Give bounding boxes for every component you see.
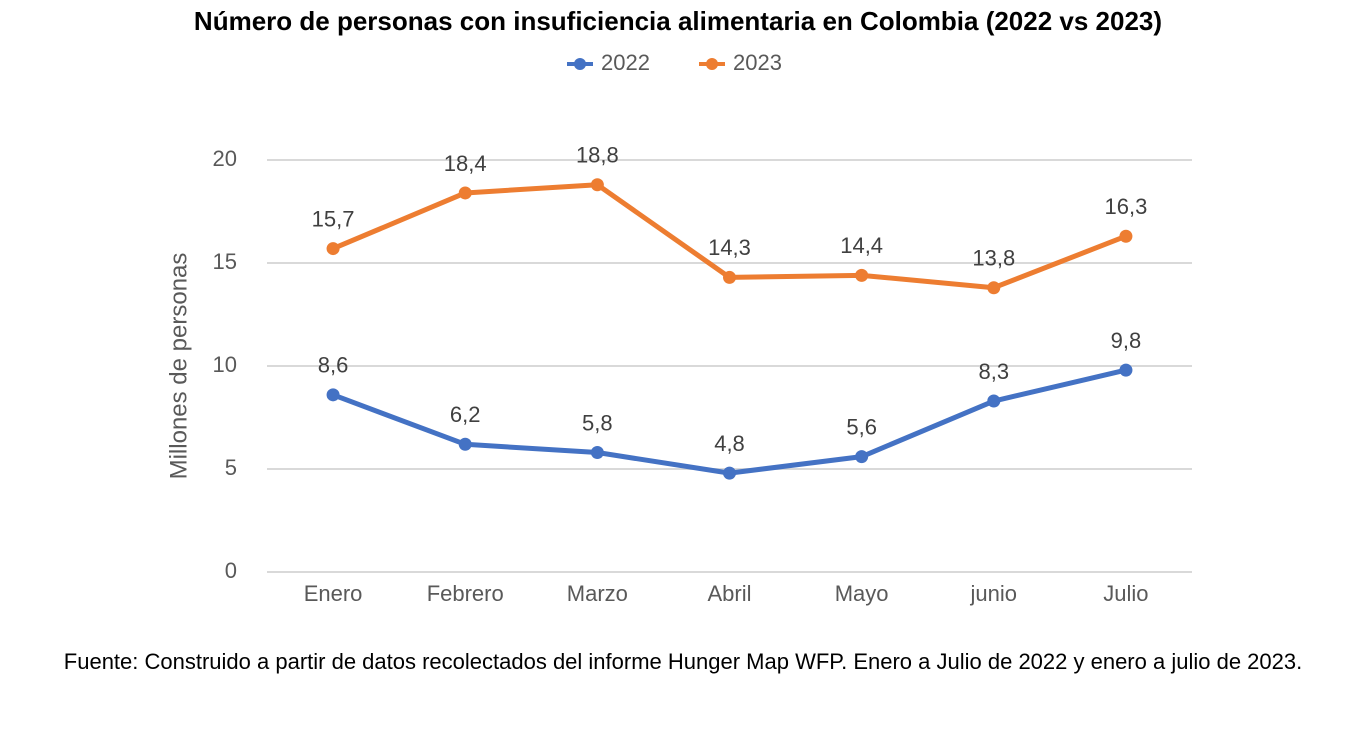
source-note: Fuente: Construido a partir de datos rec… [63, 649, 1303, 674]
point [855, 268, 869, 282]
y-axis-label: Millones de personas [165, 253, 192, 480]
legend-marker [706, 58, 718, 70]
point [590, 446, 604, 460]
point [987, 394, 1001, 408]
point [987, 281, 1001, 295]
chart-title: Número de personas con insuficiencia ali… [194, 6, 1162, 36]
data-label: 6,2 [450, 402, 481, 427]
point [458, 437, 472, 451]
legend-marker [574, 58, 586, 70]
data-label: 8,6 [318, 353, 349, 378]
data-label: 5,6 [846, 414, 877, 439]
data-label: 13,8 [972, 246, 1015, 271]
point [723, 466, 736, 480]
data-label: 5,8 [582, 410, 613, 435]
data-label: 16,3 [1105, 194, 1148, 219]
y-tick-label: 15 [213, 249, 237, 274]
data-label: 18,4 [444, 151, 487, 176]
x-tick-label: Julio [1103, 581, 1148, 606]
point [458, 186, 472, 200]
y-tick-label: 10 [213, 352, 237, 377]
data-label: 14,3 [708, 235, 751, 260]
point [1119, 363, 1133, 377]
x-tick-label: Abril [707, 581, 751, 606]
point [723, 270, 736, 284]
data-label: 8,3 [978, 359, 1009, 384]
x-tick-label: Marzo [567, 581, 628, 606]
point [590, 178, 604, 192]
x-tick-label: Enero [304, 581, 363, 606]
legend-label: 2023 [733, 50, 782, 75]
point [855, 450, 869, 464]
data-label: 18,8 [576, 143, 619, 168]
x-tick-label: junio [970, 581, 1017, 606]
point [1119, 229, 1133, 243]
y-tick-label: 20 [213, 146, 237, 171]
legend-label: 2022 [601, 50, 650, 75]
data-label: 4,8 [714, 431, 745, 456]
data-label: 9,8 [1111, 328, 1142, 353]
y-tick-label: 5 [225, 455, 237, 480]
x-tick-label: Febrero [427, 581, 504, 606]
y-tick-label: 0 [225, 558, 237, 583]
data-label: 14,4 [840, 233, 883, 258]
x-tick-label: Mayo [835, 581, 889, 606]
point [326, 242, 340, 256]
data-label: 15,7 [312, 206, 355, 231]
chart: Número de personas con insuficiencia ali… [165, 6, 1192, 606]
point [326, 388, 340, 402]
